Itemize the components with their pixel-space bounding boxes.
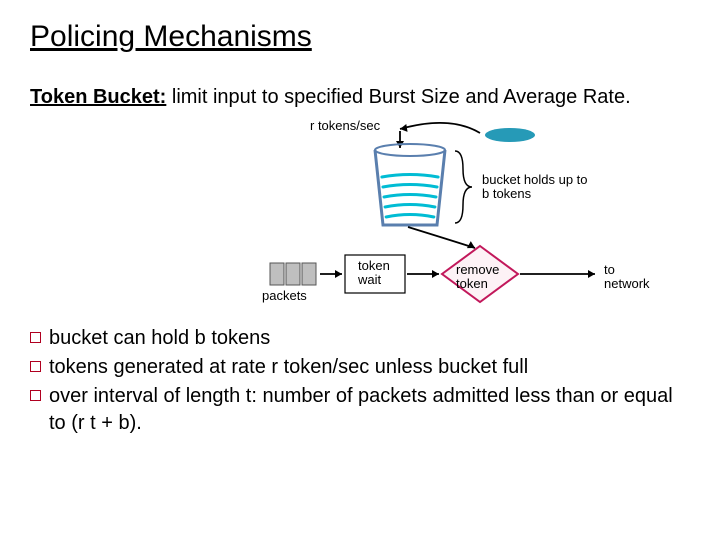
label-token-wait: tokenwait: [358, 259, 390, 288]
bullet-text: tokens generated at rate r token/sec unl…: [49, 354, 690, 381]
label-to-network: tonetwork: [604, 263, 650, 292]
subtitle-lead: Token Bucket:: [30, 86, 166, 108]
bullet-item: bucket can hold b tokens: [30, 325, 690, 352]
bullet-text: over interval of length t: number of pac…: [49, 383, 690, 437]
bullet-item: tokens generated at rate r token/sec unl…: [30, 354, 690, 381]
label-bucket-holds: bucket holds up tob tokens: [482, 173, 588, 202]
slide: Policing Mechanisms Token Bucket: limit …: [0, 0, 720, 540]
bullet-marker-icon: [30, 332, 41, 343]
label-packets: packets: [262, 289, 307, 303]
label-rate: r tokens/sec: [310, 119, 380, 133]
bullet-item: over interval of length t: number of pac…: [30, 383, 690, 437]
label-remove-token: removetoken: [456, 263, 499, 292]
diagram-container: r tokens/sec bucket holds up tob tokens pa…: [30, 115, 690, 325]
page-title: Policing Mechanisms: [30, 20, 690, 54]
token-bucket-diagram: r tokens/sec bucket holds up tob tokens pa…: [250, 115, 680, 315]
subtitle-rest: limit input to specified Burst Size and …: [166, 86, 630, 108]
bullet-text: bucket can hold b tokens: [49, 325, 690, 352]
bullet-list: bucket can hold b tokenstokens generated…: [30, 325, 690, 437]
bullet-marker-icon: [30, 390, 41, 401]
subtitle: Token Bucket: limit input to specified B…: [30, 84, 690, 110]
bullet-marker-icon: [30, 361, 41, 372]
